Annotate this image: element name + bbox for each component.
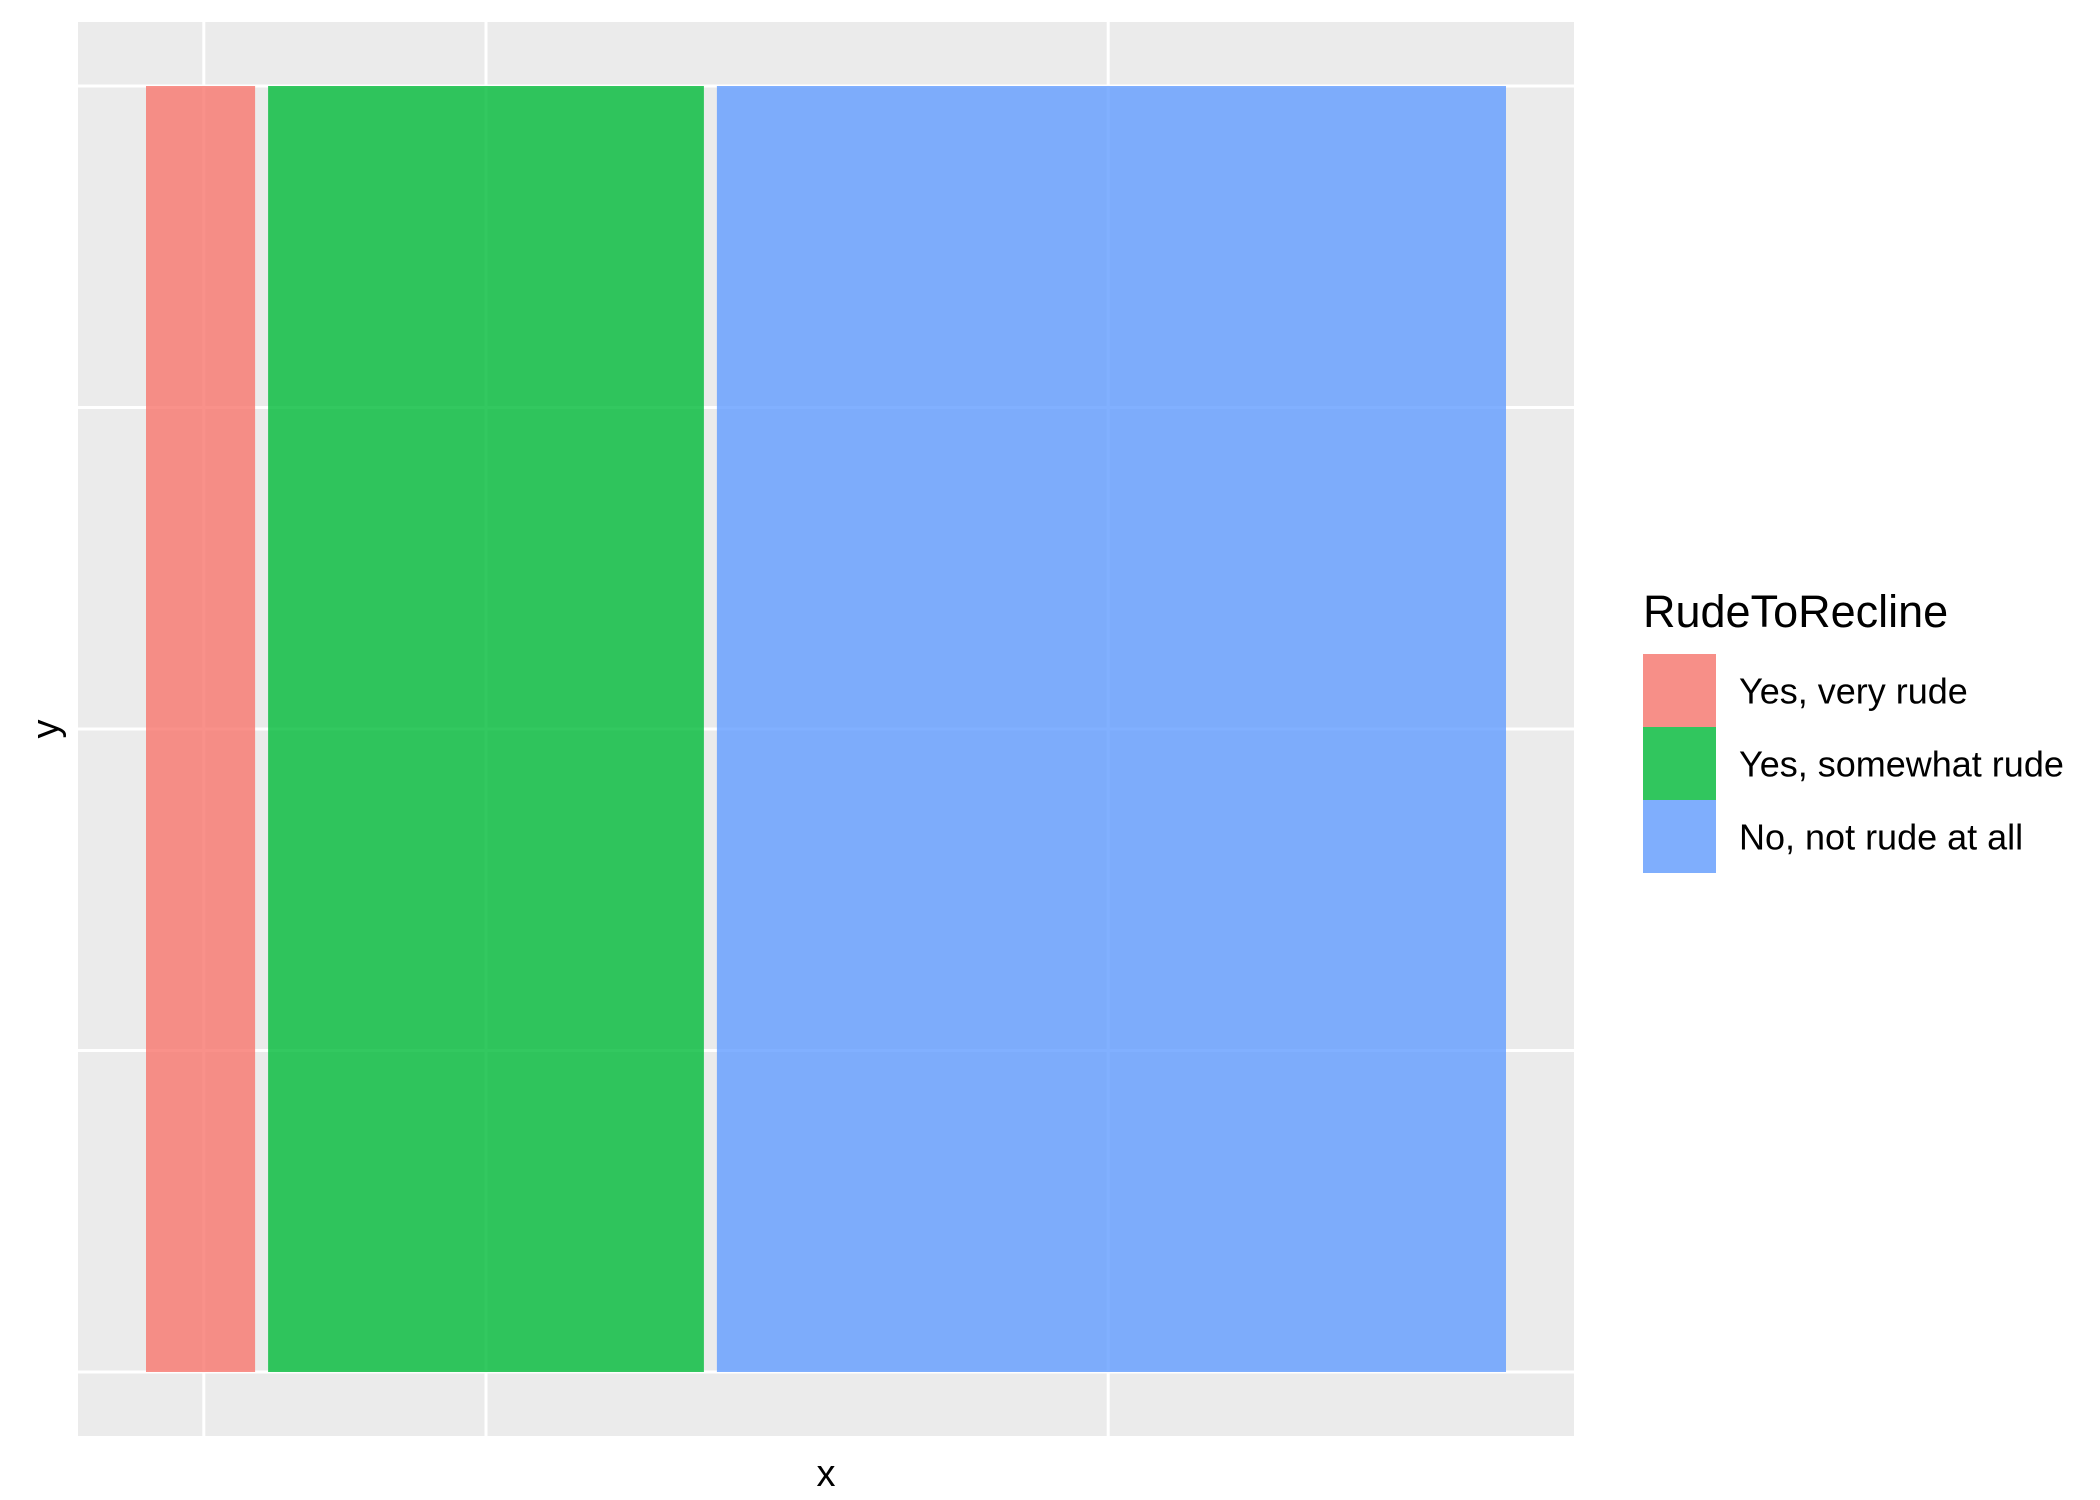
legend-label-no-not-rude-at-all: No, not rude at all bbox=[1739, 817, 2023, 858]
legend-title: RudeToRecline bbox=[1643, 586, 1948, 637]
x-axis-title: x bbox=[817, 1453, 836, 1495]
legend: RudeToRecline Yes, very rude Yes, somewha… bbox=[1643, 586, 2064, 873]
y-axis-title: y bbox=[25, 720, 67, 739]
bar-yes-somewhat-rude bbox=[268, 86, 704, 1372]
bars bbox=[146, 86, 1506, 1372]
legend-label-yes-somewhat-rude: Yes, somewhat rude bbox=[1739, 744, 2064, 785]
legend-key-no-not-rude-at-all bbox=[1643, 800, 1716, 873]
bar-yes-very-rude bbox=[146, 86, 256, 1372]
bar-no-not-rude-at-all bbox=[716, 86, 1506, 1372]
legend-label-yes-very-rude: Yes, very rude bbox=[1739, 671, 1968, 712]
legend-key-yes-very-rude bbox=[1643, 654, 1716, 727]
legend-key-yes-somewhat-rude bbox=[1643, 727, 1716, 800]
